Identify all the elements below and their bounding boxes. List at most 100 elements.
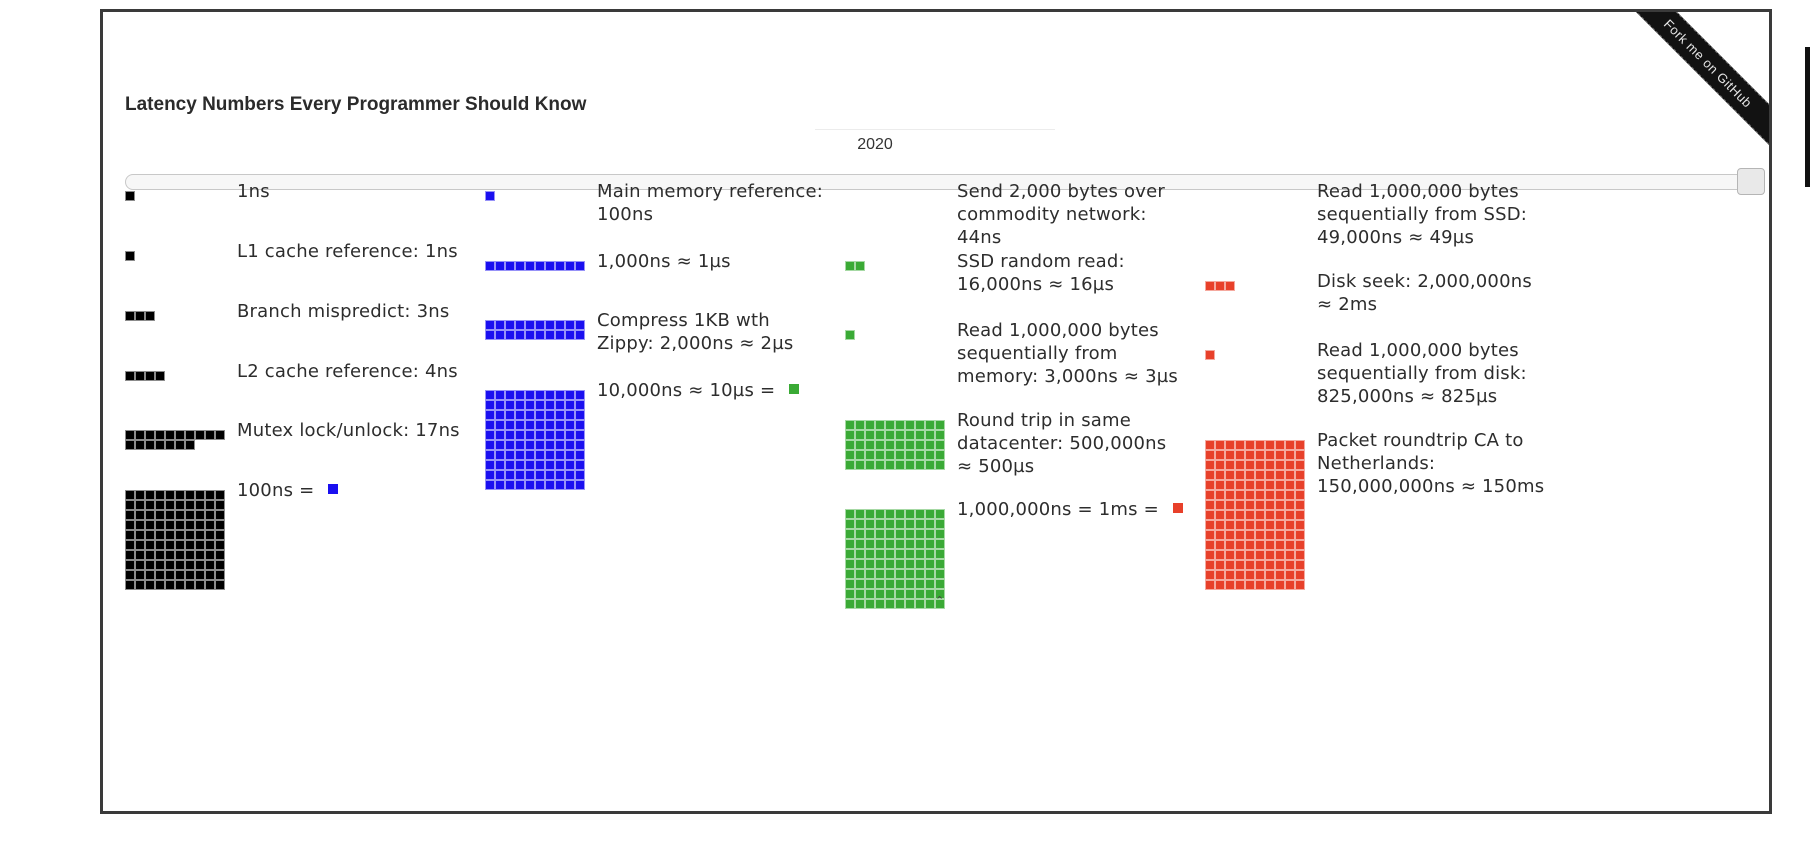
latency-cell: [575, 330, 585, 340]
latency-cell: [865, 529, 875, 539]
latency-cell: [165, 510, 175, 520]
latency-cell: [875, 559, 885, 569]
latency-cell: [215, 530, 225, 540]
latency-cell: [145, 520, 155, 530]
latency-cell: [215, 500, 225, 510]
latency-cell: [895, 589, 905, 599]
github-ribbon-label[interactable]: Fork me on GitHub: [1622, 12, 1769, 159]
latency-cell: [525, 460, 535, 470]
latency-cell: [535, 470, 545, 480]
latency-cell: [855, 430, 865, 440]
latency-cell: [895, 519, 905, 529]
latency-cell: [1275, 490, 1285, 500]
latency-cell: [1275, 520, 1285, 530]
latency-cell: [195, 560, 205, 570]
latency-cell: [505, 430, 515, 440]
latency-cell: [1295, 510, 1305, 520]
latency-cell: [1255, 500, 1265, 510]
latency-cell: [545, 420, 555, 430]
latency-label: Read 1,000,000 bytes sequentially from S…: [1317, 180, 1547, 249]
latency-cell: [935, 509, 945, 519]
latency-cell: [135, 500, 145, 510]
latency-cell: [1255, 440, 1265, 450]
latency-cell: [145, 430, 155, 440]
latency-cell: [215, 490, 225, 500]
latency-cell: [925, 519, 935, 529]
latency-cell: [1215, 580, 1225, 590]
latency-cell: [1215, 520, 1225, 530]
latency-cell: [1235, 560, 1245, 570]
latency-cell: [485, 191, 495, 201]
latency-cell: [515, 410, 525, 420]
year-slider-handle[interactable]: [1737, 168, 1765, 195]
latency-cell: [845, 420, 855, 430]
latency-cell: [1235, 500, 1245, 510]
latency-cell: [515, 390, 525, 400]
latency-cell: [515, 420, 525, 430]
latency-label: 1,000,000ns = 1ms =: [957, 498, 1187, 521]
latency-cell: [565, 470, 575, 480]
latency-label-text: SSD random read: 16,000ns ≈ 16µs: [957, 251, 1125, 295]
latency-cell: [205, 430, 215, 440]
latency-cell: [125, 520, 135, 530]
latency-cell: [145, 440, 155, 450]
latency-cell: [865, 509, 875, 519]
latency-cell: [895, 460, 905, 470]
latency-cell: [575, 450, 585, 460]
latency-cell: [845, 549, 855, 559]
latency-cell: [485, 410, 495, 420]
latency-label-text: 1,000,000ns = 1ms =: [957, 499, 1165, 520]
latency-cell: [1265, 480, 1275, 490]
latency-cell: [855, 589, 865, 599]
latency-cell: [855, 579, 865, 589]
latency-cell: [175, 540, 185, 550]
latency-cell: [1245, 480, 1255, 490]
latency-cell: [865, 559, 875, 569]
latency-cell: [1285, 560, 1295, 570]
latency-cell: [1295, 480, 1305, 490]
latency-cell: [935, 559, 945, 569]
latency-cell: [135, 520, 145, 530]
latency-cell: [145, 500, 155, 510]
latency-cell: [1255, 540, 1265, 550]
latency-label: Send 2,000 bytes over commodity network:…: [957, 180, 1187, 249]
latency-cell: [925, 539, 935, 549]
latency-cell: [195, 550, 205, 560]
latency-cell: [885, 589, 895, 599]
latency-cell: [1265, 530, 1275, 540]
latency-cell: [855, 509, 865, 519]
latency-cell: [1215, 470, 1225, 480]
latency-cell: [505, 410, 515, 420]
latency-cell: [925, 509, 935, 519]
latency-cell: [175, 430, 185, 440]
github-ribbon[interactable]: Fork me on GitHub: [1622, 12, 1769, 159]
latency-cell: [565, 460, 575, 470]
latency-cell: [205, 510, 215, 520]
latency-cell: [1235, 460, 1245, 470]
latency-cell: [915, 549, 925, 559]
latency-cell: [485, 400, 495, 410]
latency-cell: [545, 470, 555, 480]
latency-cell: [1215, 570, 1225, 580]
latency-cell: [855, 450, 865, 460]
latency-cell: [525, 470, 535, 480]
latency-cell: [515, 320, 525, 330]
latency-cell: [1245, 440, 1255, 450]
latency-cell: [155, 440, 165, 450]
latency-cell: [1265, 490, 1275, 500]
latency-cell: [1205, 281, 1215, 291]
latency-cell: [175, 440, 185, 450]
latency-cell: [905, 450, 915, 460]
latency-cell: [145, 580, 155, 590]
latency-cell: [135, 490, 145, 500]
latency-cell: [155, 580, 165, 590]
latency-cell: [875, 420, 885, 430]
latency-cell: [925, 420, 935, 430]
latency-cell: [125, 500, 135, 510]
latency-label: SSD random read: 16,000ns ≈ 16µs: [957, 250, 1187, 296]
latency-cell: [1205, 350, 1215, 360]
latency-cell: [205, 570, 215, 580]
latency-cell: [1285, 500, 1295, 510]
latency-cell: [845, 579, 855, 589]
latency-cell: [165, 490, 175, 500]
